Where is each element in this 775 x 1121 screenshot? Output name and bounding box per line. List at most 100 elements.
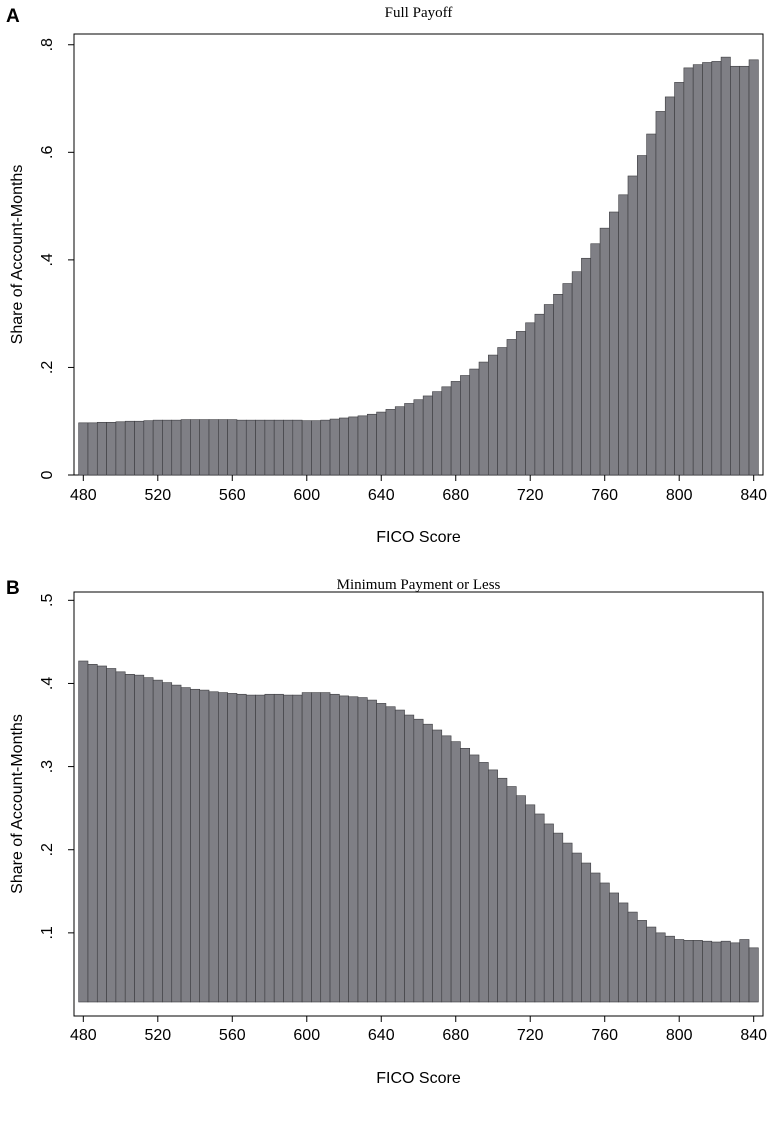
x-tick-label: 840 [740, 1027, 767, 1044]
x-tick-label: 640 [368, 487, 395, 504]
bar-695 [478, 361, 489, 476]
bar-810 [692, 64, 703, 476]
bar-800 [674, 939, 685, 1003]
bar-610 [320, 692, 331, 1003]
bar-625 [348, 696, 359, 1003]
y-tick-label: .6 [39, 146, 56, 159]
bar-500 [115, 421, 126, 476]
chart-panel-b: B Minimum Payment or Less .1 .2 .3 .4 .5 480 520… [6, 577, 767, 1087]
bar-680 [450, 741, 461, 1003]
x-tick-label: 520 [144, 1027, 171, 1044]
bar-775 [627, 911, 638, 1003]
bar-670 [432, 391, 443, 476]
bar-835 [739, 65, 750, 476]
bar-805 [683, 67, 694, 476]
bar-800 [674, 82, 685, 476]
bar-770 [618, 902, 629, 1003]
bar-490 [96, 665, 107, 1003]
chart-title: Minimum Payment or Less [337, 577, 501, 593]
bar-490 [96, 421, 107, 476]
bar-630 [357, 415, 368, 476]
bar-480 [78, 422, 89, 476]
bar-665 [422, 395, 433, 476]
bar-585 [273, 693, 284, 1003]
bar-570 [245, 694, 256, 1003]
bar-640 [376, 703, 387, 1003]
y-tick-label: .4 [39, 253, 56, 266]
x-axis-label: FICO Score [376, 529, 461, 546]
bar-745 [571, 852, 582, 1003]
y-tick-label: .3 [39, 760, 56, 773]
bar-505 [124, 674, 135, 1003]
bar-480 [78, 660, 89, 1003]
bar-555 [218, 419, 228, 476]
bar-540 [190, 688, 200, 1003]
bar-550 [208, 691, 219, 1003]
y-tick-label: .5 [39, 594, 56, 607]
bar-540 [190, 419, 200, 476]
bar-575 [255, 419, 266, 476]
x-tick-label: 760 [591, 1027, 618, 1044]
bar-620 [339, 695, 349, 1003]
bar-555 [218, 692, 228, 1003]
bar-785 [646, 926, 657, 1003]
bar-595 [292, 694, 303, 1003]
bar-820 [711, 941, 722, 1003]
bar-750 [581, 862, 592, 1003]
bar-520 [152, 419, 163, 476]
x-tick-label: 680 [442, 487, 469, 504]
bar-680 [450, 381, 461, 476]
y-tick-label: .4 [39, 677, 56, 690]
bar-505 [124, 420, 135, 476]
bar-795 [664, 935, 675, 1003]
bar-545 [199, 419, 210, 476]
x-tick-label: 520 [144, 487, 171, 504]
bar-575 [255, 694, 266, 1003]
bar-690 [469, 754, 480, 1003]
bar-510 [134, 674, 145, 1003]
bar-690 [469, 368, 480, 476]
bar-710 [506, 339, 517, 476]
x-tick-label: 720 [517, 1027, 544, 1044]
bar-780 [636, 920, 647, 1003]
bar-675 [441, 386, 452, 476]
bar-795 [664, 96, 675, 476]
bar-830 [730, 65, 741, 476]
bar-820 [711, 61, 722, 476]
bar-705 [497, 347, 508, 476]
bar-655 [404, 714, 415, 1003]
panel-letter: B [6, 578, 20, 599]
bar-565 [236, 693, 247, 1003]
x-tick-label: 480 [70, 487, 97, 504]
y-tick-label: 0 [39, 470, 56, 479]
bar-700 [488, 769, 498, 1003]
bar-655 [404, 403, 415, 476]
bar-600 [301, 420, 312, 476]
bar-595 [292, 419, 303, 476]
bar-740 [562, 283, 573, 476]
bar-630 [357, 697, 368, 1003]
bar-515 [143, 677, 154, 1003]
bar-635 [366, 699, 377, 1003]
bar-615 [329, 693, 340, 1003]
bar-760 [599, 882, 610, 1003]
bar-745 [571, 271, 582, 476]
bar-660 [413, 399, 424, 476]
bar-615 [329, 418, 340, 476]
bar-650 [394, 406, 405, 476]
x-tick-label: 560 [219, 487, 246, 504]
chart-panel-a: A Full Payoff 0 .2 .4 .6 .8 480 520 560 600 640 680 7… [6, 5, 767, 546]
bar-620 [339, 417, 349, 476]
bar-740 [562, 842, 573, 1003]
bar-495 [106, 421, 117, 476]
x-tick-label: 560 [219, 1027, 246, 1044]
y-tick-label: .1 [39, 926, 56, 939]
x-tick-label: 680 [442, 1027, 469, 1044]
bar-840 [748, 59, 759, 476]
bar-675 [441, 735, 452, 1003]
bar-530 [171, 419, 182, 476]
x-axis-label: FICO Score [376, 1070, 461, 1087]
bar-755 [590, 872, 601, 1003]
bar-485 [87, 664, 98, 1003]
bar-725 [534, 813, 545, 1003]
